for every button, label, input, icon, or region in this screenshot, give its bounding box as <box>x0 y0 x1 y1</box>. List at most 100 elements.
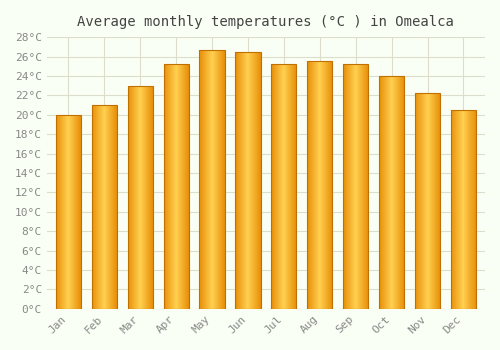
Bar <box>354 64 355 309</box>
Bar <box>286 64 287 309</box>
Bar <box>93 105 94 309</box>
Bar <box>362 64 363 309</box>
Bar <box>435 93 436 309</box>
Bar <box>452 110 453 309</box>
Bar <box>56 115 57 309</box>
Bar <box>103 105 104 309</box>
Bar <box>214 50 215 309</box>
Bar <box>181 64 182 309</box>
Bar <box>398 76 399 309</box>
Bar <box>212 50 213 309</box>
Bar <box>349 64 350 309</box>
Bar <box>133 86 134 309</box>
Bar <box>112 105 113 309</box>
Bar <box>217 50 218 309</box>
Bar <box>107 105 108 309</box>
Bar <box>385 76 386 309</box>
Bar <box>102 105 103 309</box>
Bar <box>434 93 435 309</box>
Bar <box>110 105 111 309</box>
Bar <box>324 61 325 309</box>
Bar <box>274 64 275 309</box>
Bar <box>451 110 452 309</box>
Bar <box>438 93 439 309</box>
Bar <box>236 52 237 309</box>
Bar <box>94 105 95 309</box>
Title: Average monthly temperatures (°C ) in Omealca: Average monthly temperatures (°C ) in Om… <box>78 15 454 29</box>
Bar <box>391 76 392 309</box>
Bar <box>429 93 430 309</box>
Bar <box>248 52 249 309</box>
Bar <box>357 64 358 309</box>
Bar <box>72 115 73 309</box>
Bar <box>322 61 323 309</box>
Bar <box>256 52 257 309</box>
Bar <box>180 64 181 309</box>
Bar <box>171 64 172 309</box>
Bar <box>244 52 245 309</box>
Bar <box>128 86 153 309</box>
Bar <box>291 64 292 309</box>
Bar <box>472 110 473 309</box>
Bar <box>105 105 106 309</box>
Bar <box>258 52 259 309</box>
Bar <box>78 115 79 309</box>
Bar <box>420 93 421 309</box>
Bar <box>57 115 58 309</box>
Bar <box>321 61 322 309</box>
Bar <box>416 93 417 309</box>
Bar <box>415 93 440 309</box>
Bar <box>257 52 258 309</box>
Bar <box>307 61 308 309</box>
Bar <box>289 64 290 309</box>
Bar <box>67 115 68 309</box>
Bar <box>251 52 252 309</box>
Bar <box>73 115 74 309</box>
Bar <box>350 64 351 309</box>
Bar <box>213 50 214 309</box>
Bar <box>177 64 178 309</box>
Bar <box>130 86 131 309</box>
Bar <box>106 105 107 309</box>
Bar <box>134 86 135 309</box>
Bar <box>343 64 368 309</box>
Bar <box>311 61 312 309</box>
Bar <box>128 86 129 309</box>
Bar <box>168 64 169 309</box>
Bar <box>364 64 365 309</box>
Bar <box>426 93 427 309</box>
Bar <box>436 93 437 309</box>
Bar <box>113 105 114 309</box>
Bar <box>148 86 149 309</box>
Bar <box>174 64 175 309</box>
Bar <box>172 64 173 309</box>
Bar <box>253 52 254 309</box>
Bar <box>147 86 148 309</box>
Bar <box>207 50 208 309</box>
Bar <box>221 50 222 309</box>
Bar <box>422 93 423 309</box>
Bar <box>365 64 366 309</box>
Bar <box>240 52 241 309</box>
Bar <box>469 110 470 309</box>
Bar <box>76 115 77 309</box>
Bar <box>308 61 309 309</box>
Bar <box>166 64 167 309</box>
Bar <box>77 115 78 309</box>
Bar <box>396 76 397 309</box>
Bar <box>284 64 285 309</box>
Bar <box>279 64 280 309</box>
Bar <box>92 105 117 309</box>
Bar <box>278 64 279 309</box>
Bar <box>397 76 398 309</box>
Bar <box>315 61 316 309</box>
Bar <box>209 50 210 309</box>
Bar <box>344 64 345 309</box>
Bar <box>144 86 145 309</box>
Bar <box>99 105 100 309</box>
Bar <box>379 76 404 309</box>
Bar <box>384 76 385 309</box>
Bar <box>453 110 454 309</box>
Bar <box>352 64 353 309</box>
Bar <box>254 52 255 309</box>
